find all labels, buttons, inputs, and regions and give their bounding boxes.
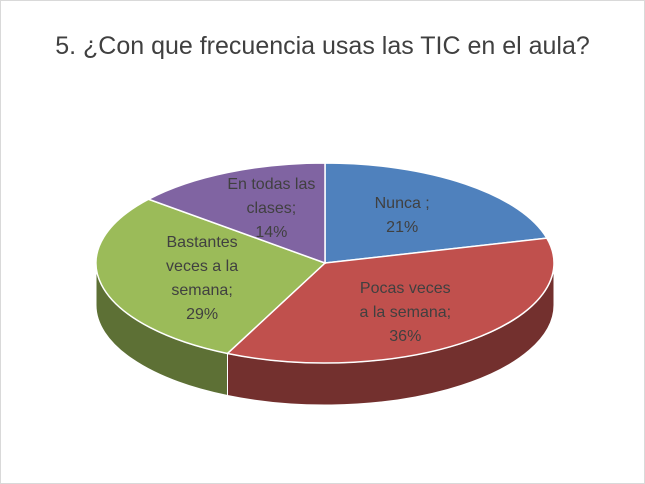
slice [324,162,549,264]
slice [225,237,555,364]
label-text: 21% [386,219,419,236]
chart-title: 5. ¿Con que frecuencia usas las TIC en e… [55,32,590,60]
slice [146,162,326,265]
label-text: 29% [186,305,219,323]
data-label: Pocas veces a la semana; 36% [357,277,453,349]
label-text: Pocas veces a la semana; [359,279,452,321]
label-text: En todas las clases; [227,175,316,217]
data-label: Bastantes veces a la semana; 29% [154,231,250,327]
data-label: En todas las clases; 14% [223,173,319,245]
slice [95,198,327,355]
label-text: 36% [389,327,422,345]
label-text: 14% [255,223,288,241]
data-label: Nunca ; 21% [354,192,450,240]
label-text: Nunca ; [374,195,430,212]
label-text: Bastantes veces a la semana; [166,233,239,299]
